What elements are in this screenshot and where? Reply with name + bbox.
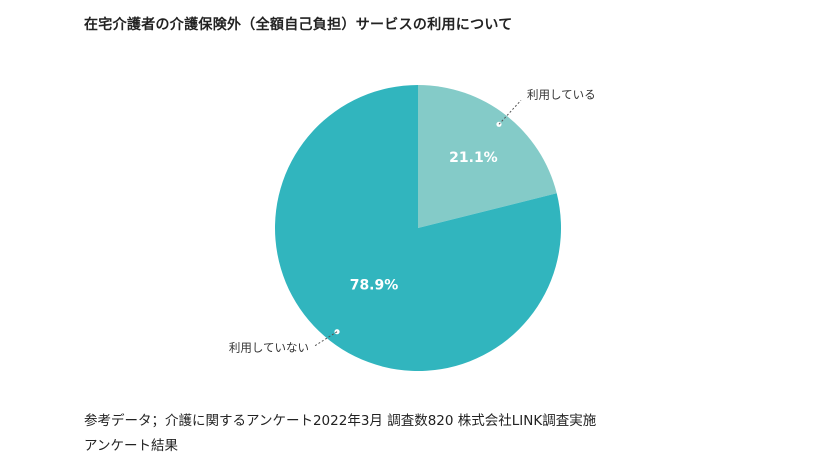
slice-category-label-1: 利用している — [527, 87, 596, 101]
slice-category-label-2: 利用していない — [229, 341, 309, 355]
pie-slice-2 — [274, 85, 561, 372]
chart-title: 在宅介護者の介護保険外（全額自己負担）サービスの利用について — [84, 17, 513, 33]
pie-slice-1 — [418, 85, 557, 228]
slice-value-label-2: 78.9% — [350, 277, 399, 293]
callout-leader-1 — [498, 99, 522, 125]
source-note-sub: アンケート結果 — [84, 438, 178, 454]
slice-labels: 21.1% 78.9% — [350, 150, 498, 293]
slice-value-label-1: 21.1% — [449, 150, 498, 166]
callout-leader-2 — [314, 331, 338, 347]
source-note: 参考データ；介護に関するアンケート2022年3月 調査数820 株式会社LINK… — [84, 413, 597, 429]
pie-slices — [274, 85, 561, 372]
